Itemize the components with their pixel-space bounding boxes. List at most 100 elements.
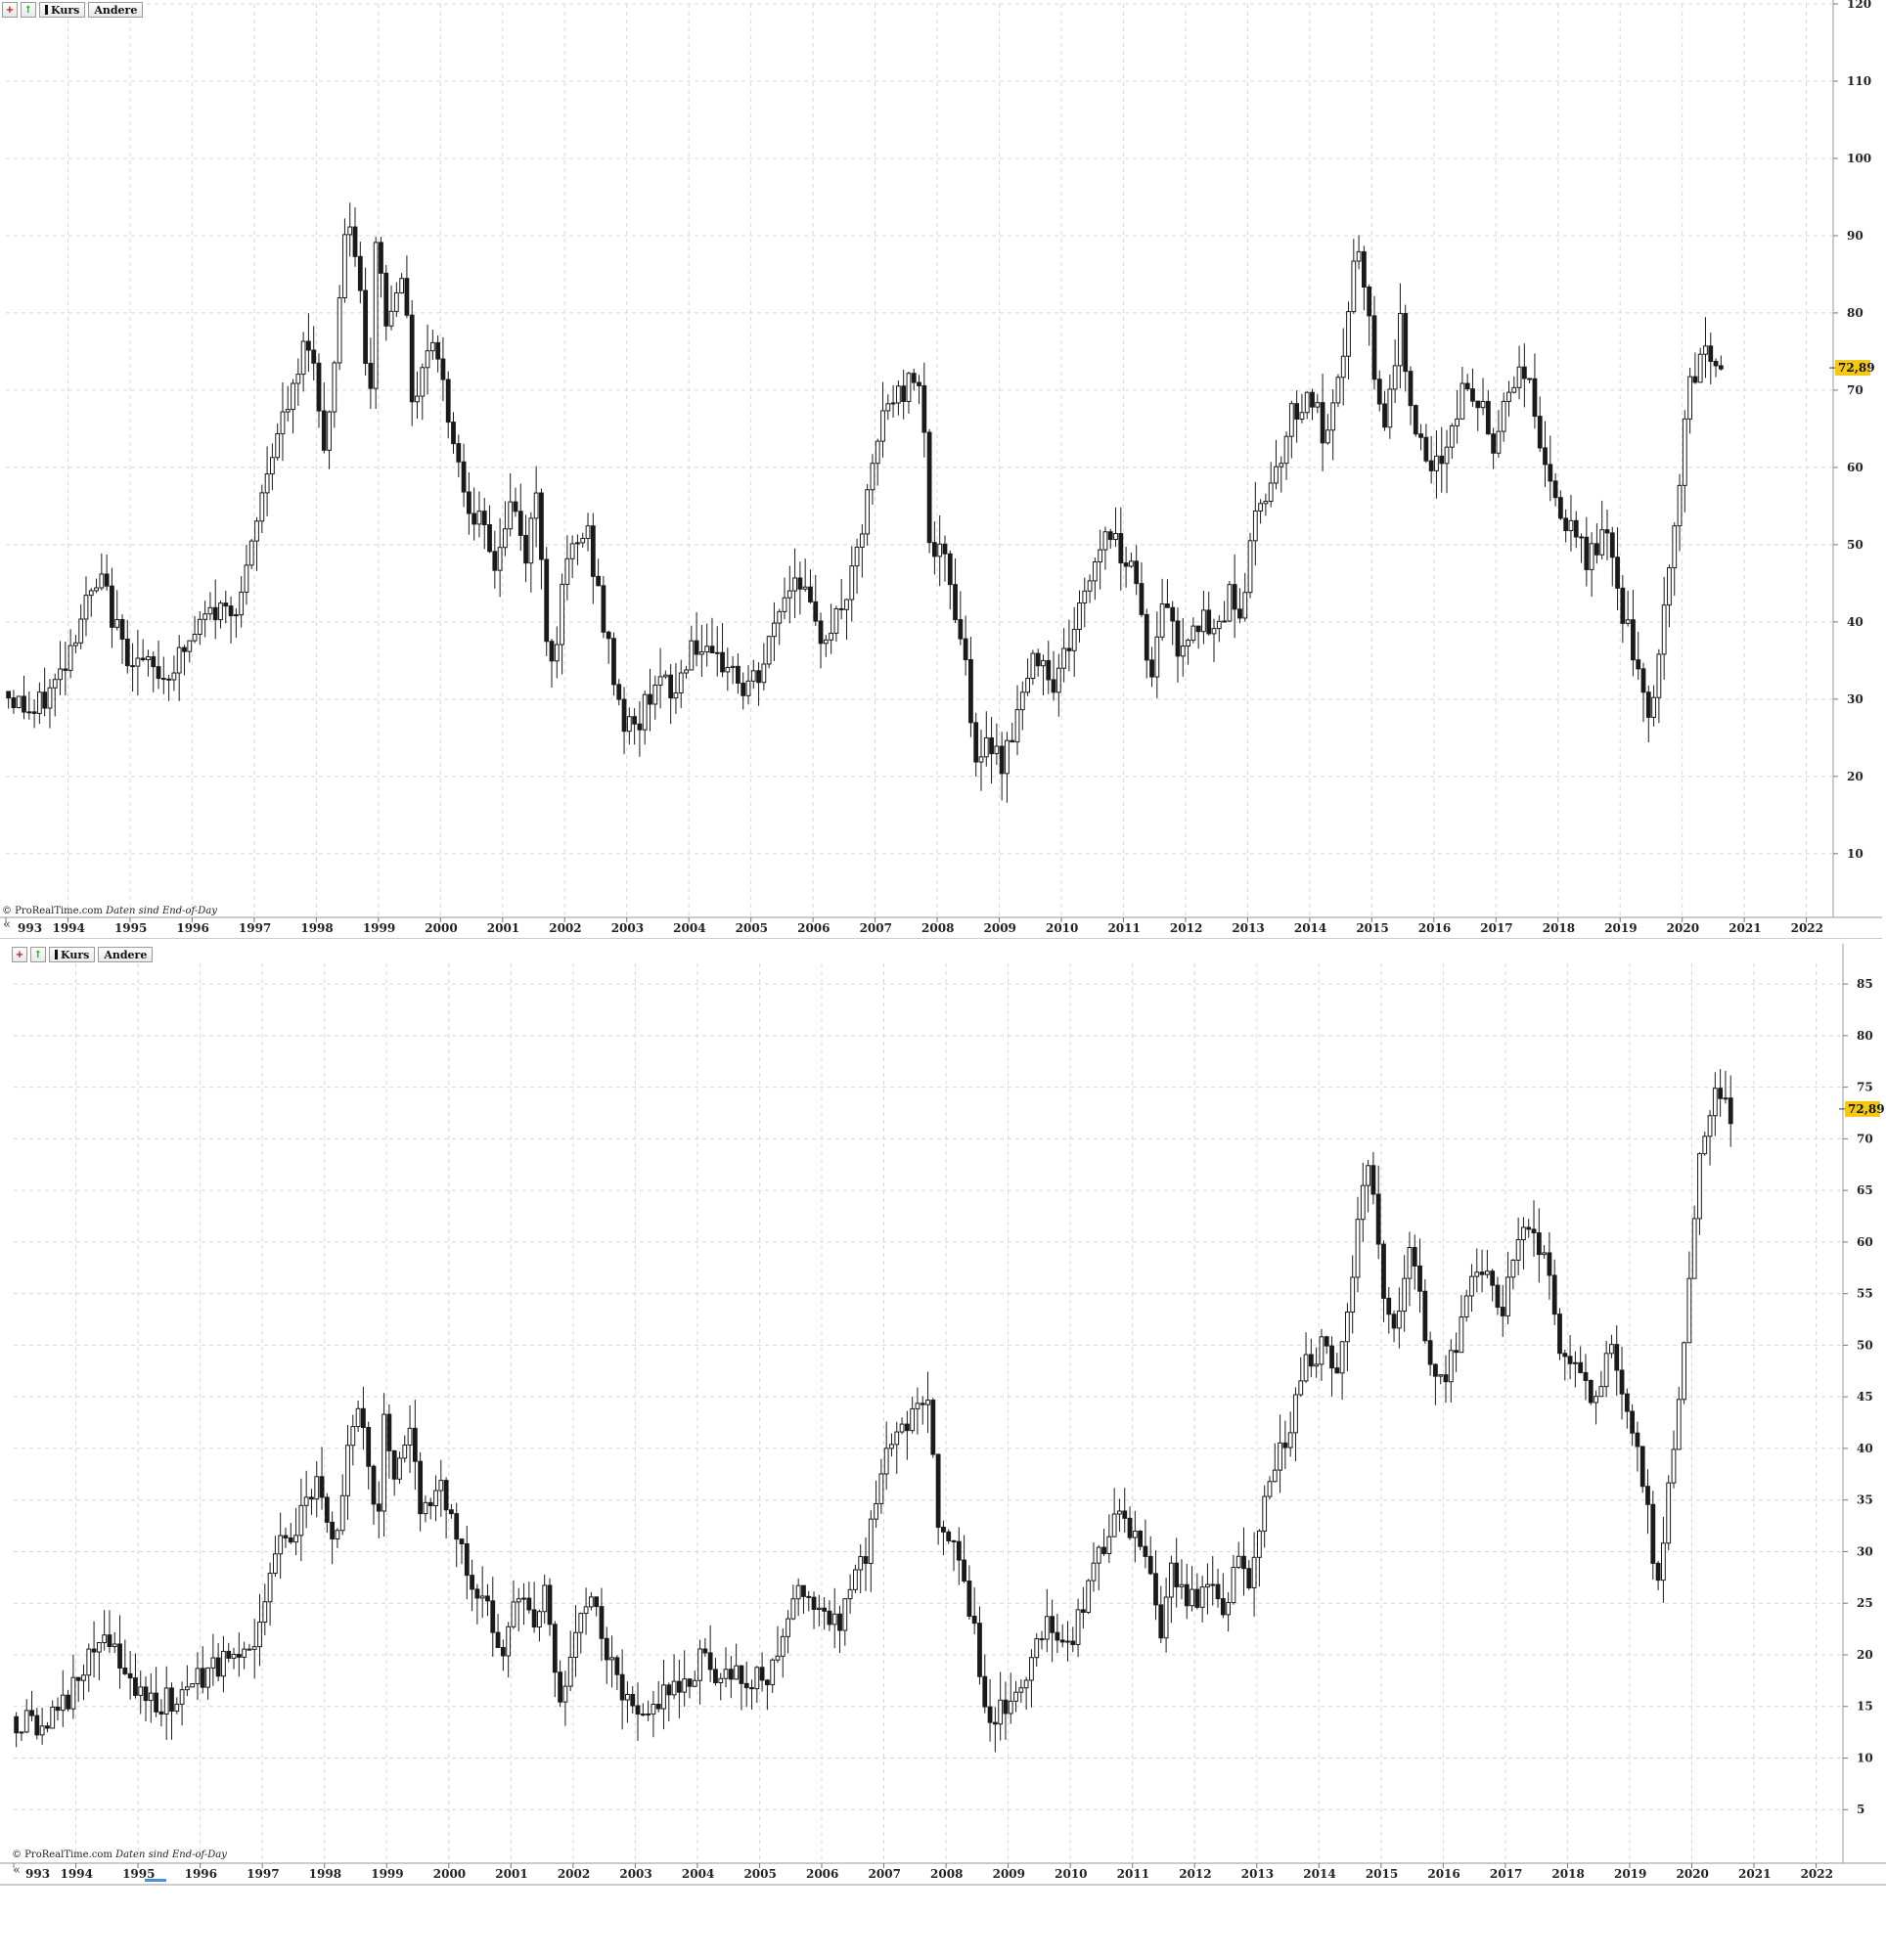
candle-down xyxy=(1123,562,1129,567)
candle-up xyxy=(1278,1442,1282,1471)
candle-up xyxy=(1387,388,1393,428)
scroll-back-button-bottom[interactable]: « xyxy=(13,1863,21,1878)
candle-down xyxy=(324,1496,330,1523)
candle-up xyxy=(1262,1495,1268,1532)
candle-down xyxy=(539,492,544,560)
y-tick-label: 120 xyxy=(1847,0,1871,11)
chart-panel-top[interactable]: 10 20 30 40 50 60 70 80 90 100 110 120 993 1994 1995 19… xyxy=(0,0,1886,939)
x-tick-label: 2021 xyxy=(1738,1867,1771,1881)
candle-down xyxy=(1639,1446,1645,1488)
x-tick-label: 1998 xyxy=(309,1867,341,1881)
candle-up xyxy=(1247,540,1253,594)
candle-up xyxy=(397,1457,402,1480)
candle-up xyxy=(895,385,901,404)
candle-up xyxy=(723,1669,729,1679)
candle-down xyxy=(1536,1232,1542,1256)
andere-button[interactable]: Andere xyxy=(88,2,144,18)
candle-up xyxy=(1459,1316,1464,1354)
candle-down xyxy=(1170,606,1176,622)
candle-up xyxy=(1319,1336,1325,1365)
candle-down xyxy=(1184,1583,1190,1607)
candle-up xyxy=(883,1448,889,1475)
candle-down xyxy=(951,1539,957,1542)
kurs-button[interactable]: Kurs xyxy=(39,2,86,18)
candle-up xyxy=(342,234,347,299)
plus-icon[interactable]: + xyxy=(12,947,27,962)
candle-up xyxy=(1061,647,1067,669)
candle-down xyxy=(720,651,725,673)
x-tick-label: 1997 xyxy=(247,1867,279,1881)
candle-down xyxy=(1427,1340,1433,1365)
x-tick-label: 1996 xyxy=(185,1867,217,1881)
candle-down xyxy=(911,373,917,383)
chart-panel-bottom[interactable]: 5 10 15 20 25 30 35 40 45 50 55 60 65 70 75 80 85 993 1994… xyxy=(0,944,1886,1897)
candle-down xyxy=(594,1596,600,1608)
candle-down xyxy=(1531,1228,1537,1234)
candle-down xyxy=(1485,400,1491,435)
current-price-tag xyxy=(1835,360,1870,377)
y-tick-label: 60 xyxy=(1857,1235,1873,1249)
y-tick-label: 20 xyxy=(1857,1648,1873,1662)
plus-icon[interactable]: + xyxy=(2,2,18,18)
candle-up xyxy=(833,607,839,634)
candle-up xyxy=(275,433,281,459)
candle-up xyxy=(70,1676,76,1710)
candle-down xyxy=(1381,1243,1386,1299)
candle-down xyxy=(319,1476,325,1498)
candle-down xyxy=(321,410,327,451)
candle-down xyxy=(973,722,979,763)
candle-up xyxy=(880,410,885,442)
y-tick-label: 20 xyxy=(1847,770,1864,783)
candle-up xyxy=(562,1685,568,1703)
candle-down xyxy=(443,1480,449,1511)
candle-up xyxy=(1287,1432,1293,1448)
attribution-note: Daten sind End-of-Day xyxy=(115,1849,227,1860)
candle-down xyxy=(247,1648,252,1651)
candle-up xyxy=(1355,1219,1361,1278)
candle-down xyxy=(958,619,964,640)
candle-up xyxy=(542,1584,548,1613)
candle-down xyxy=(648,693,652,705)
candle-up xyxy=(438,1480,444,1492)
candle-down xyxy=(1294,403,1300,421)
candle-down xyxy=(459,1538,465,1544)
price-chart-top[interactable]: 10 20 30 40 50 60 70 80 90 100 110 120 993 1994 1995 19… xyxy=(0,0,1886,939)
andere-button[interactable]: Andere xyxy=(98,947,154,962)
candle-down xyxy=(611,638,616,686)
candle-up xyxy=(259,492,265,522)
candle-up xyxy=(146,656,151,661)
x-tick-label: 2022 xyxy=(1801,1867,1833,1881)
candle-down xyxy=(31,711,37,714)
candle-up xyxy=(652,685,658,705)
x-tick-label: 2014 xyxy=(1303,1867,1335,1881)
candle-down xyxy=(1563,517,1569,532)
x-tick-label: 2005 xyxy=(743,1867,776,1881)
kurs-button[interactable]: Kurs xyxy=(49,947,96,962)
candle-up xyxy=(1314,1363,1320,1367)
chart-root: 5 10 15 20 25 30 35 40 45 50 55 60 65 70 75 80 85 993 1994… xyxy=(0,944,1886,1886)
candle-down xyxy=(971,1615,977,1625)
candle-up xyxy=(792,577,797,592)
candle-up xyxy=(415,395,420,403)
candle-up xyxy=(303,1496,309,1506)
arrow-up-icon[interactable]: ↑ xyxy=(21,2,36,18)
candle-up xyxy=(1034,1638,1040,1659)
attribution-source: © ProRealTime.com xyxy=(12,1849,112,1860)
arrow-up-icon[interactable]: ↑ xyxy=(30,947,46,962)
candle-up xyxy=(847,1588,853,1600)
candle-up xyxy=(50,1706,56,1729)
candle-down xyxy=(1479,1271,1485,1275)
scroll-back-button-top[interactable]: « xyxy=(3,917,11,932)
candle-up xyxy=(262,1601,268,1624)
price-chart-bottom[interactable]: 5 10 15 20 25 30 35 40 45 50 55 60 65 70 75 80 85 993 1994… xyxy=(0,944,1886,1897)
x-tick-label: 993 xyxy=(25,1867,50,1881)
chart-root: 10 20 30 40 50 60 70 80 90 100 110 120 993 1994 1995 19… xyxy=(0,0,1882,939)
candle-down xyxy=(1557,1314,1562,1355)
candle-up xyxy=(1335,377,1341,404)
candle-down xyxy=(838,607,844,610)
candle-up xyxy=(1303,1354,1309,1382)
candle-up xyxy=(894,1431,900,1446)
candle-down xyxy=(366,1427,372,1467)
current-price-tag xyxy=(1845,1100,1880,1117)
candle-up xyxy=(1258,503,1264,512)
